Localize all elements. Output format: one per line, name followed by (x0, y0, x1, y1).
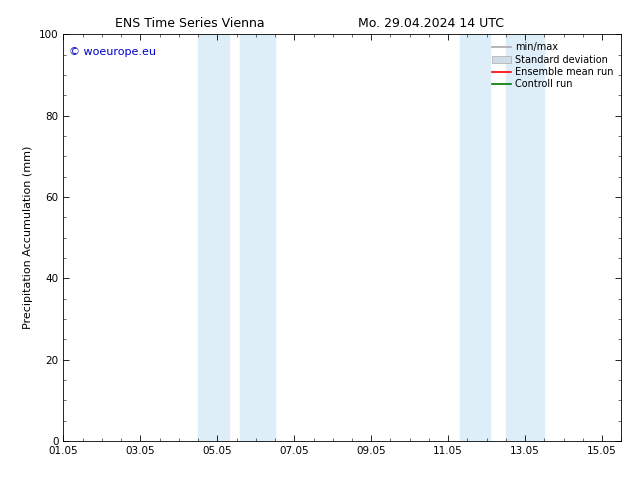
Text: © woeurope.eu: © woeurope.eu (69, 47, 156, 56)
Legend: min/max, Standard deviation, Ensemble mean run, Controll run: min/max, Standard deviation, Ensemble me… (489, 39, 616, 92)
Bar (460, 34, 491, 441)
Text: Mo. 29.04.2024 14 UTC: Mo. 29.04.2024 14 UTC (358, 17, 504, 30)
Y-axis label: Precipitation Accumulation (mm): Precipitation Accumulation (mm) (23, 146, 34, 329)
Bar (506, 34, 545, 441)
Bar (240, 34, 275, 441)
Text: ENS Time Series Vienna: ENS Time Series Vienna (115, 17, 265, 30)
Bar (198, 34, 229, 441)
